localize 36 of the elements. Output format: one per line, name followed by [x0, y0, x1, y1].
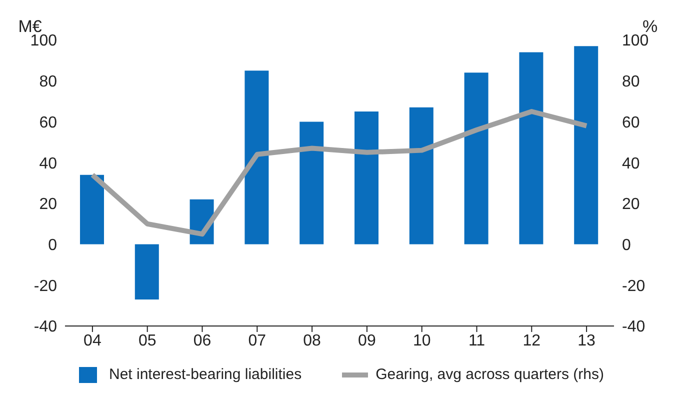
x-tick-label: 07	[248, 332, 266, 350]
y2-tick-label: -40	[622, 318, 646, 336]
y2-tick-label: 40	[622, 155, 640, 172]
y2-tick-label: -20	[622, 278, 646, 295]
x-tick-label: 09	[358, 332, 376, 350]
x-tick-label: 11	[468, 332, 486, 350]
y-tick-label: -40	[34, 318, 58, 336]
bar	[409, 107, 434, 244]
y-tick-label: 20	[39, 196, 58, 214]
x-tick-label: 05	[138, 332, 156, 350]
bar	[300, 122, 324, 244]
bar	[519, 52, 544, 244]
y-tick-label: 0	[48, 236, 58, 254]
y2-tick-label: 20	[622, 196, 640, 214]
y2-tick-label: 80	[622, 74, 640, 91]
y-tick-label: 60	[39, 114, 58, 132]
x-tick-label: 08	[303, 332, 322, 350]
y2-tick-label: 0	[622, 236, 631, 254]
x-tick-label: 04	[84, 332, 102, 350]
y-tick-label: 80	[39, 74, 58, 91]
bar	[134, 244, 159, 300]
legend-label: Gearing, avg across quarters (rhs)	[374, 366, 604, 383]
y-tick-label: -20	[34, 278, 58, 295]
y2-tick-label: 100	[622, 32, 649, 50]
legend-label: Net interest-bearing liabilities	[108, 366, 302, 383]
x-tick-label: 10	[412, 332, 431, 350]
x-tick-label: 12	[522, 332, 541, 350]
bar	[354, 112, 378, 244]
x-tick-label: 13	[578, 332, 596, 350]
bar	[574, 46, 598, 244]
bar	[464, 72, 488, 244]
x-tick-label: 06	[193, 332, 212, 350]
y-tick-label: 40	[39, 155, 58, 172]
bar	[80, 174, 104, 244]
y2-tick-label: 60	[622, 114, 640, 132]
bar	[244, 70, 269, 244]
